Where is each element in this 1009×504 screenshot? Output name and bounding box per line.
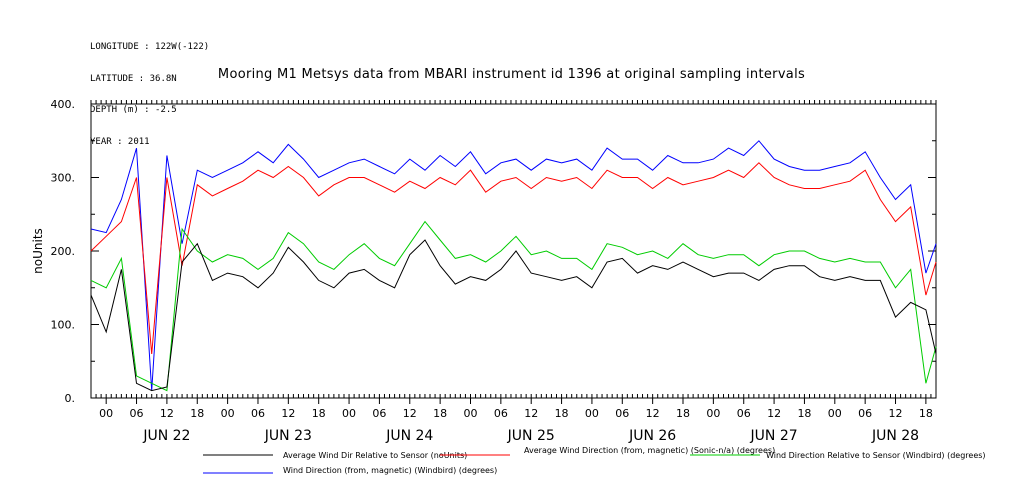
x-tick-label: 12 xyxy=(646,407,660,420)
metadata-block: LONGITUDE : 122W(-122) LATITUDE : 36.8N … xyxy=(90,21,209,158)
x-tick-label: 06 xyxy=(130,407,144,420)
series-line-1 xyxy=(90,162,937,354)
legend-label-0: Average Wind Dir Relative to Sensor (noU… xyxy=(283,451,467,460)
x-tick-label: 12 xyxy=(889,407,903,420)
x-day-label: JUN 28 xyxy=(871,428,919,444)
y-tick-label: 200. xyxy=(51,245,76,258)
depth-text: DEPTH (m) : -2.5 xyxy=(90,105,177,115)
x-tick-label: 12 xyxy=(403,407,417,420)
legend-label-1: Average Wind Direction (from, magnetic) … xyxy=(524,446,775,455)
x-day-label: JUN 25 xyxy=(507,428,555,444)
chart-title-wrap: Mooring M1 Metsys data from MBARI instru… xyxy=(0,67,1009,82)
x-tick-label: 06 xyxy=(251,407,265,420)
x-tick-label: 18 xyxy=(433,407,447,420)
x-tick-label: 18 xyxy=(555,407,569,420)
x-tick-label: 00 xyxy=(706,407,720,420)
chart-title: Mooring M1 Metsys data from MBARI instru… xyxy=(217,67,806,82)
x-tick-label: 18 xyxy=(312,407,326,420)
latitude-text: LATITUDE : 36.8N xyxy=(90,73,177,84)
y-tick-label: 0. xyxy=(65,392,76,405)
longitude-text: LONGITUDE : 122W(-122) xyxy=(90,42,210,52)
x-tick-label: 18 xyxy=(919,407,933,420)
plot-frame xyxy=(90,103,937,399)
x-tick-label: 18 xyxy=(797,407,811,420)
x-tick-label: 00 xyxy=(463,407,477,420)
x-day-label: JUN 23 xyxy=(264,428,312,444)
x-tick-label: 12 xyxy=(281,407,295,420)
x-tick-label: 00 xyxy=(99,407,113,420)
x-tick-label: 00 xyxy=(221,407,235,420)
x-tick-label: 18 xyxy=(190,407,204,420)
x-day-label: JUN 27 xyxy=(750,428,798,444)
x-tick-label: 12 xyxy=(524,407,538,420)
y-axis-label: noUnits xyxy=(31,228,45,274)
x-tick-label: 06 xyxy=(737,407,751,420)
y-tick-label: 400. xyxy=(51,98,76,111)
x-tick-label: 00 xyxy=(342,407,356,420)
x-tick-label: 06 xyxy=(494,407,508,420)
x-tick-label: 06 xyxy=(372,407,386,420)
x-day-label: JUN 26 xyxy=(628,428,676,444)
y-tick-label: 300. xyxy=(51,172,76,185)
x-day-label: JUN 24 xyxy=(385,428,433,444)
legend-label-3: Wind Direction (from, magnetic) (Windbir… xyxy=(283,466,497,475)
series-line-0 xyxy=(90,239,937,392)
series-line-3 xyxy=(90,140,937,391)
x-tick-label: 18 xyxy=(676,407,690,420)
series-line-2 xyxy=(90,220,937,392)
x-tick-label: 12 xyxy=(160,407,174,420)
x-tick-label: 12 xyxy=(767,407,781,420)
x-tick-label: 06 xyxy=(858,407,872,420)
x-tick-label: 06 xyxy=(615,407,629,420)
y-tick-label: 100. xyxy=(51,319,76,332)
x-day-label: JUN 22 xyxy=(142,428,190,444)
x-tick-label: 00 xyxy=(585,407,599,420)
legend-label-2: Wind Direction Relative to Sensor (Windb… xyxy=(766,451,986,460)
x-tick-label: 00 xyxy=(828,407,842,420)
year-text: YEAR : 2011 xyxy=(90,136,150,147)
